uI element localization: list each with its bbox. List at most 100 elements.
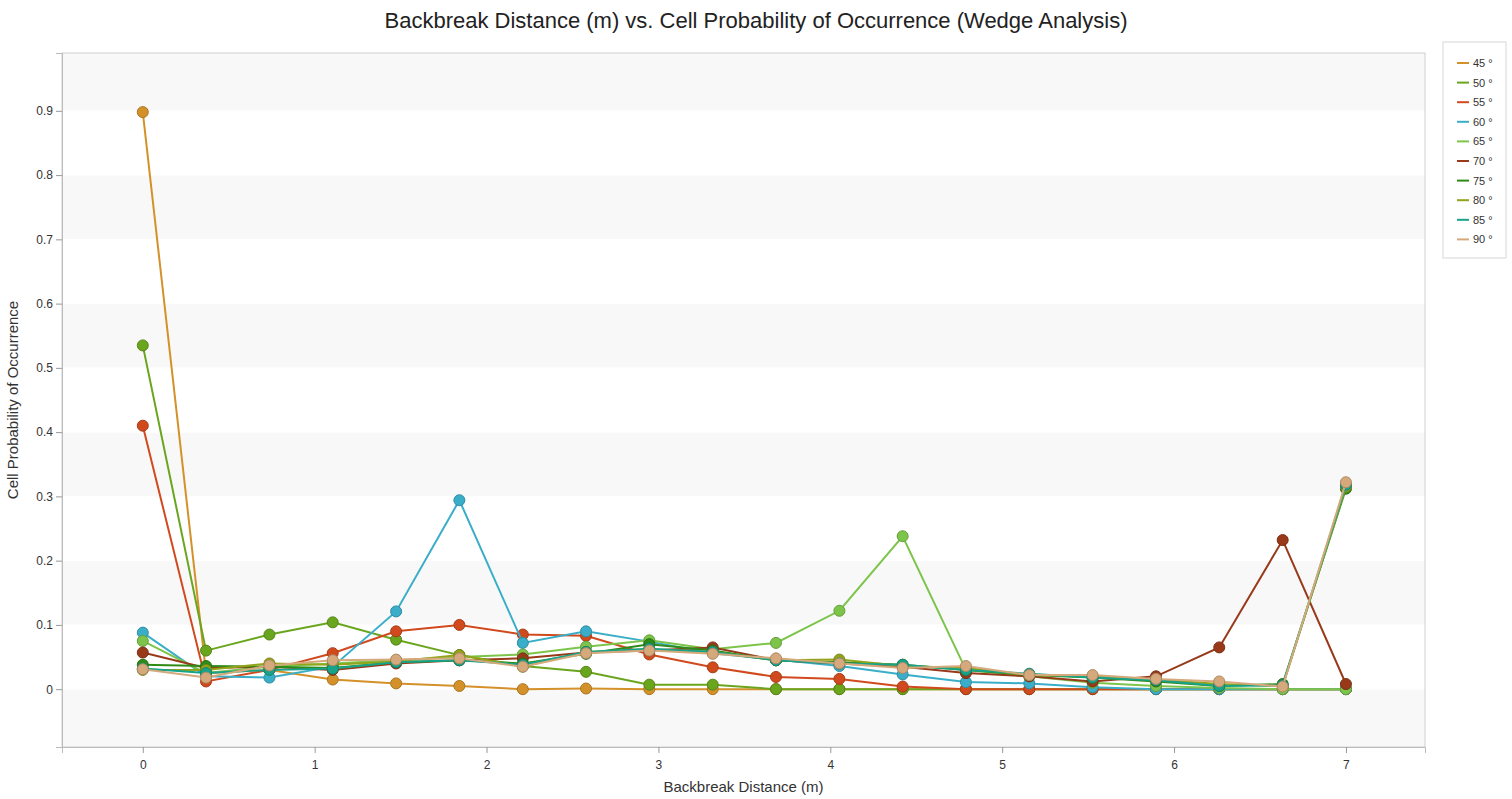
grid-band <box>62 561 1425 625</box>
legend-swatch <box>1457 121 1469 123</box>
series-marker <box>770 637 781 648</box>
legend-label: 80 ° <box>1473 194 1493 206</box>
series-line <box>143 482 1346 686</box>
legend-swatch <box>1457 219 1469 221</box>
series-marker <box>517 661 528 672</box>
y-tick-mark <box>56 625 62 626</box>
y-tick-mark <box>56 561 62 562</box>
series-line <box>143 112 1346 689</box>
series-marker <box>581 626 592 637</box>
series-marker <box>137 420 148 431</box>
y-tick-label: 0.7 <box>36 233 53 247</box>
x-tick-mark <box>1174 747 1175 753</box>
x-tick-label: 1 <box>312 758 319 772</box>
x-tick: 2 <box>484 747 491 772</box>
y-axis-line <box>56 54 63 748</box>
x-tick-mark <box>830 747 831 753</box>
series-marker <box>391 606 402 617</box>
series-marker <box>1024 670 1035 681</box>
y-tick-mark <box>56 689 62 690</box>
y-tick-mark <box>56 432 62 433</box>
grid-lines <box>62 111 1425 689</box>
series-marker <box>1151 674 1162 685</box>
legend-label: 45 ° <box>1473 57 1493 69</box>
y-tick-label: 0.6 <box>36 297 53 311</box>
legend-box <box>1443 42 1506 258</box>
series-line <box>143 536 1346 689</box>
y-tick-label: 0.2 <box>36 554 53 568</box>
y-tick-label: 0 <box>46 683 53 697</box>
series-marker <box>581 683 592 694</box>
legend-swatch <box>1457 160 1469 162</box>
series-marker <box>391 655 402 666</box>
series-marker <box>327 655 338 666</box>
series-marker <box>770 671 781 682</box>
x-tick-label: 6 <box>1171 758 1178 772</box>
series-line <box>143 540 1346 684</box>
series-marker <box>834 684 845 695</box>
series-marker <box>1087 670 1098 681</box>
series-marker <box>897 681 908 692</box>
x-tick-mark <box>315 747 316 753</box>
chart: 0123456700.10.20.30.40.50.60.70.80.9Back… <box>0 0 1512 799</box>
series-line <box>143 345 1346 689</box>
grid-band <box>62 175 1425 239</box>
legend-swatch <box>1457 62 1469 64</box>
y-tick: 0.8 <box>36 168 62 182</box>
series-marker <box>517 661 528 672</box>
legend-swatch <box>1457 101 1469 103</box>
x-tick: 7 <box>1343 747 1350 772</box>
y-axis: 00.10.20.30.40.50.60.70.80.9 <box>36 54 62 748</box>
legend-swatch <box>1457 82 1469 84</box>
grid-line <box>62 239 1425 240</box>
x-tick-mark <box>487 747 488 753</box>
y-tick: 0.2 <box>36 554 62 568</box>
series-marker <box>644 645 655 656</box>
y-tick-mark <box>56 368 62 369</box>
legend-label: 70 ° <box>1473 155 1493 167</box>
grid-band <box>62 304 1425 368</box>
x-tick-mark <box>658 747 659 753</box>
series-marker <box>1214 642 1225 653</box>
series-marker <box>770 653 781 664</box>
y-tick: 0.4 <box>36 425 62 439</box>
series-marker <box>1024 670 1035 681</box>
x-tick-label: 5 <box>999 758 1006 772</box>
series-marker <box>581 647 592 658</box>
y-tick-label: 0.4 <box>36 425 53 439</box>
x-tick-label: 3 <box>656 758 663 772</box>
series-marker <box>517 684 528 695</box>
grid-line <box>62 496 1425 497</box>
y-axis-title: Cell Probability of Occurrence <box>4 301 21 499</box>
legend-swatch <box>1457 140 1469 142</box>
y-tick-label: 0.8 <box>36 168 53 182</box>
y-tick-label: 0.9 <box>36 104 53 118</box>
y-tick: 0.9 <box>36 104 62 118</box>
series-marker <box>581 648 592 659</box>
series-marker <box>201 672 212 683</box>
plot-frame <box>62 53 1425 747</box>
series-marker <box>834 684 845 695</box>
y-tick: 0.1 <box>36 618 62 632</box>
series-marker <box>137 340 148 351</box>
series-marker <box>581 666 592 677</box>
x-axis-line <box>63 748 1426 754</box>
x-axis-title: Backbreak Distance (m) <box>663 778 823 795</box>
grid-band <box>62 689 1425 747</box>
series-marker <box>1340 679 1351 690</box>
series-marker <box>834 658 845 669</box>
series-marker <box>834 605 845 616</box>
x-tick: 4 <box>827 747 834 772</box>
series-marker <box>707 679 718 690</box>
x-tick-label: 0 <box>140 758 147 772</box>
series-marker <box>707 648 718 659</box>
x-tick: 3 <box>656 747 663 772</box>
y-tick-mark <box>56 239 62 240</box>
x-tick: 6 <box>1171 747 1178 772</box>
x-tick: 0 <box>140 747 147 772</box>
series-marker <box>137 664 148 675</box>
y-tick-mark <box>56 175 62 176</box>
y-tick: 0 <box>46 683 62 697</box>
grid-line <box>62 624 1425 625</box>
grid-bands <box>62 53 1425 747</box>
